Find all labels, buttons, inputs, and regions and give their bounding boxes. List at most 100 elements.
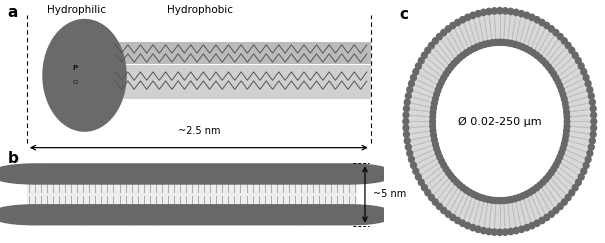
Circle shape [441,162,446,168]
Circle shape [430,118,436,125]
Circle shape [589,99,595,105]
Circle shape [564,109,569,115]
Circle shape [317,164,394,184]
Circle shape [445,211,451,217]
Circle shape [220,205,297,225]
Circle shape [269,164,345,184]
Circle shape [455,217,460,224]
Circle shape [564,114,570,120]
Circle shape [544,22,550,29]
Circle shape [531,187,536,193]
Circle shape [129,205,206,225]
Circle shape [553,75,559,81]
Circle shape [578,174,584,180]
Circle shape [475,226,481,233]
Circle shape [190,205,267,225]
Circle shape [585,156,591,163]
Circle shape [439,79,445,85]
Circle shape [523,46,529,52]
Circle shape [15,205,91,225]
Circle shape [527,48,533,54]
Circle shape [457,182,463,188]
Circle shape [220,164,297,184]
Text: ~2.5 nm: ~2.5 nm [177,126,220,136]
Circle shape [501,197,506,204]
Circle shape [539,217,545,224]
Circle shape [555,158,561,164]
Circle shape [263,205,339,225]
Circle shape [501,39,506,46]
Circle shape [437,154,443,160]
Circle shape [493,197,499,204]
Circle shape [493,39,499,46]
Circle shape [565,42,571,49]
Circle shape [509,40,514,47]
Circle shape [425,190,431,196]
Circle shape [564,118,570,125]
Circle shape [403,112,409,118]
Circle shape [465,14,471,21]
Circle shape [142,164,218,184]
Circle shape [540,179,546,185]
Circle shape [491,8,497,14]
Circle shape [404,131,410,138]
Circle shape [564,123,570,129]
Circle shape [480,227,486,234]
Circle shape [572,184,578,191]
Circle shape [422,184,427,191]
Bar [27,163,358,226]
Circle shape [433,96,439,102]
Circle shape [436,203,442,209]
Circle shape [561,38,567,44]
Circle shape [460,220,465,226]
Circle shape [466,189,473,195]
Circle shape [569,47,575,53]
Circle shape [497,198,503,204]
Circle shape [184,164,261,184]
Circle shape [509,196,514,203]
Circle shape [439,158,445,164]
Circle shape [51,205,128,225]
Circle shape [263,164,339,184]
Circle shape [51,164,128,184]
Circle shape [311,164,388,184]
Circle shape [553,207,559,214]
Circle shape [524,225,529,231]
Circle shape [45,205,122,225]
Bar [110,65,371,99]
Text: ~5 nm: ~5 nm [373,189,406,200]
Circle shape [546,173,552,179]
Circle shape [405,93,411,99]
Circle shape [551,71,557,78]
Circle shape [435,150,441,156]
Circle shape [534,52,540,59]
Circle shape [575,57,581,64]
Circle shape [15,164,91,184]
Circle shape [21,164,97,184]
Circle shape [431,137,437,143]
Circle shape [99,205,176,225]
Circle shape [505,197,511,203]
Circle shape [244,164,321,184]
Circle shape [81,164,158,184]
Circle shape [0,164,73,184]
Circle shape [513,9,519,16]
Circle shape [463,50,469,56]
Circle shape [39,205,116,225]
Circle shape [516,43,522,49]
Circle shape [590,112,597,118]
Circle shape [2,205,79,225]
Circle shape [407,150,413,156]
Circle shape [433,141,439,147]
Circle shape [520,193,526,199]
Circle shape [497,39,503,45]
Circle shape [27,164,103,184]
Circle shape [485,40,491,47]
Circle shape [413,168,419,174]
Circle shape [226,205,303,225]
Circle shape [583,74,589,81]
Circle shape [508,8,514,15]
Circle shape [443,165,449,172]
Circle shape [441,75,446,81]
Circle shape [0,205,67,225]
